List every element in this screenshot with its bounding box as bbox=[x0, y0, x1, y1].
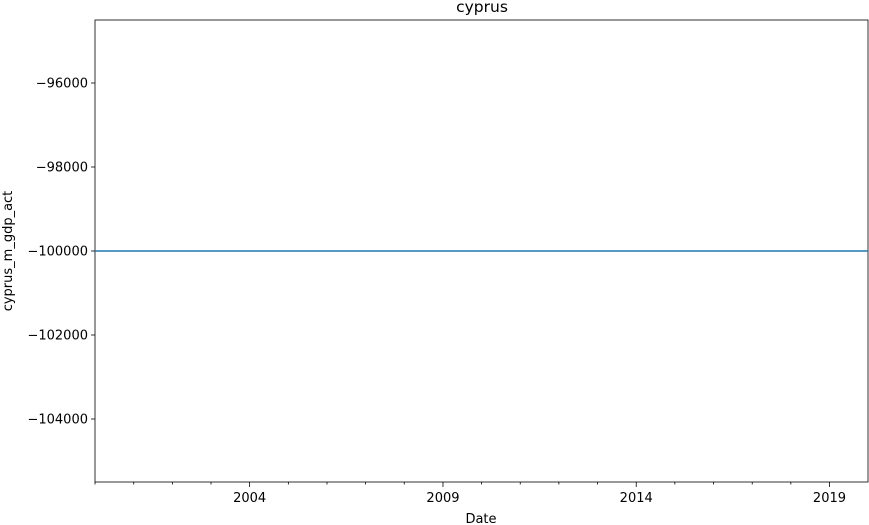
y-tick-label: −100000 bbox=[27, 245, 88, 260]
x-tick-label: 2004 bbox=[233, 491, 266, 506]
y-tick-label: −102000 bbox=[27, 329, 88, 344]
x-axis-label: Date bbox=[465, 512, 496, 525]
y-tick-label: −98000 bbox=[36, 161, 88, 176]
y-axis: −96000 −98000 −100000 −102000 −104000 bbox=[27, 77, 95, 428]
y-tick-label: −96000 bbox=[36, 77, 88, 92]
x-tick-label: 2014 bbox=[620, 491, 653, 506]
x-axis: 2004 2009 2014 2019 bbox=[94, 482, 846, 506]
x-tick-label: 2009 bbox=[426, 491, 459, 506]
x-tick-label: 2019 bbox=[813, 491, 846, 506]
y-axis-label: cyprus_m_gdp_act bbox=[1, 191, 16, 312]
y-tick-label: −104000 bbox=[27, 413, 88, 428]
chart-title: cyprus bbox=[456, 0, 508, 16]
